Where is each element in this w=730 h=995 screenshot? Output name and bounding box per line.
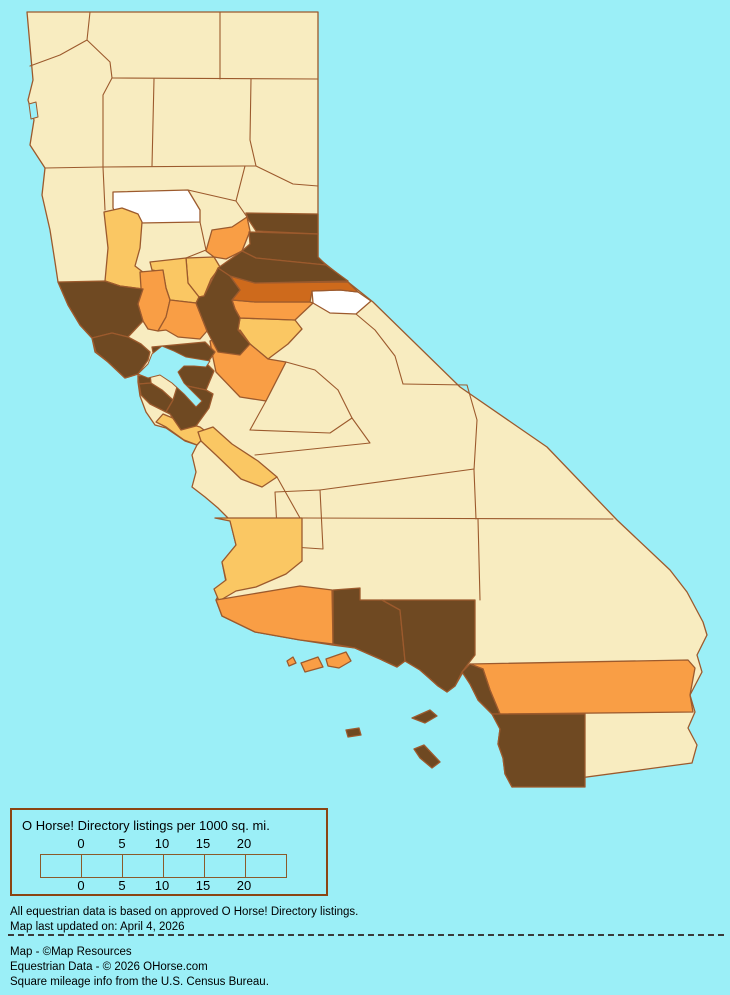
county-riverside <box>469 659 696 715</box>
dashed-separator <box>8 934 724 936</box>
legend-tick-top-10: 10 <box>154 836 170 851</box>
footer-census-credit: Square mileage info from the U.S. Census… <box>10 976 269 988</box>
island-santa-cruz <box>325 651 352 669</box>
map-svg <box>26 11 708 788</box>
legend-tick-bottom-10: 10 <box>154 878 170 893</box>
legend-swatch-20plus <box>246 855 286 877</box>
legend-swatch-0 <box>41 855 82 877</box>
county-santa-clara <box>165 383 214 431</box>
county-sonoma <box>57 280 144 339</box>
footer-last-updated: Map last updated on: April 4, 2026 <box>10 921 185 933</box>
legend-box: O Horse! Directory listings per 1000 sq.… <box>10 808 328 896</box>
california-county-map <box>26 11 708 788</box>
legend-tick-top-0: 0 <box>77 836 85 851</box>
county-placer <box>217 250 349 284</box>
san-francisco-bay <box>137 345 211 408</box>
counties-class-5-10 <box>103 207 303 602</box>
footer-equestrian-data-credit: Equestrian Data - © 2026 OHorse.com <box>10 961 208 973</box>
legend-swatch-5-10 <box>123 855 164 877</box>
county-los-angeles <box>381 599 476 693</box>
legend-swatch-15-20 <box>205 855 246 877</box>
legend-tick-bottom-0: 0 <box>77 878 85 893</box>
legend-swatch-10-15 <box>164 855 205 877</box>
county-sierra <box>245 212 319 235</box>
county-yuba <box>205 216 251 260</box>
legend-tick-bottom-5: 5 <box>118 878 126 893</box>
legend-tick-bottom-20: 20 <box>236 878 252 893</box>
water-features <box>28 101 211 408</box>
legend-color-ramp <box>40 854 287 878</box>
county-santa-barbara <box>215 585 334 645</box>
counties-class-10-15 <box>137 216 696 715</box>
legend-tick-bottom-15: 15 <box>195 878 211 893</box>
island-catalina <box>411 709 438 724</box>
footer-data-disclaimer: All equestrian data is based on approved… <box>10 906 359 918</box>
counties-class-20plus <box>57 212 586 788</box>
legend-tick-top-20: 20 <box>236 836 252 851</box>
legend-swatch-0-5 <box>82 855 123 877</box>
island-san-clemente <box>413 744 441 769</box>
county-sacramento <box>195 267 251 356</box>
county-lake <box>103 207 149 290</box>
footer-map-credit: Map - ©Map Resources <box>10 946 132 958</box>
county-san-benito <box>197 426 278 488</box>
legend-tick-top-5: 5 <box>118 836 126 851</box>
legend-tick-top-15: 15 <box>195 836 211 851</box>
humboldt-bay <box>28 101 39 120</box>
island-santa-rosa <box>300 656 324 673</box>
county-san-diego <box>491 713 586 788</box>
county-marin <box>91 332 151 379</box>
island-san-nicolas <box>345 727 362 738</box>
legend-title: O Horse! Directory listings per 1000 sq.… <box>22 818 270 833</box>
island-san-miguel <box>286 656 297 667</box>
